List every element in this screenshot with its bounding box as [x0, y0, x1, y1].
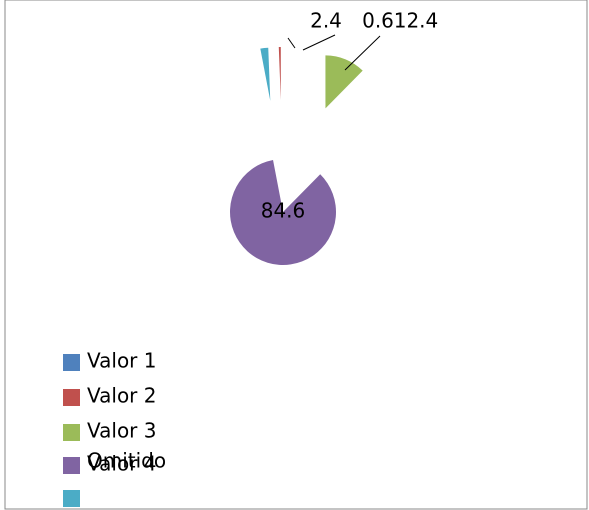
legend-label: Valor 1 [87, 349, 156, 373]
leader-line [344, 35, 381, 71]
data-label: 0.6 [362, 9, 394, 33]
legend-swatch [63, 424, 80, 441]
data-label: 84.6 [261, 199, 306, 223]
legend-swatch [63, 490, 80, 507]
legend-swatch [63, 389, 80, 406]
pie-slice [278, 47, 281, 101]
leader-line [302, 34, 336, 51]
legend-label: Valor 3 [87, 419, 156, 443]
legend-label: Valor 2 [87, 384, 156, 408]
data-label: 12.4 [394, 9, 439, 33]
legend-label: Omitido [87, 449, 166, 473]
leader-line [287, 37, 296, 49]
pie-slice [325, 55, 363, 109]
data-label: 2.4 [310, 9, 342, 33]
pie-slice [229, 159, 336, 265]
pie-slice [260, 47, 271, 101]
legend-label: Valor 4 [87, 452, 156, 476]
legend-swatch [63, 457, 80, 474]
legend-swatch [63, 354, 80, 371]
